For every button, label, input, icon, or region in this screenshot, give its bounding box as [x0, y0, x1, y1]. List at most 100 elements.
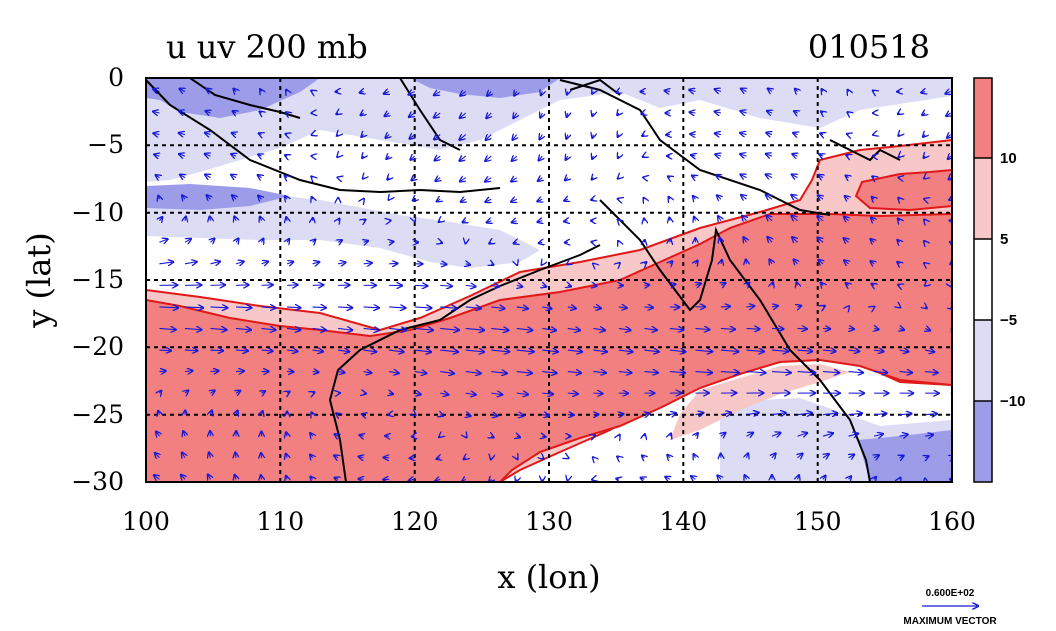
wind-vector — [285, 155, 287, 156]
x-axis-label: x (lon) — [497, 558, 600, 596]
wind-vector — [210, 350, 223, 351]
wind-vector — [567, 350, 582, 352]
wind-vector — [817, 238, 823, 243]
wind-vector — [823, 476, 825, 480]
wind-vector — [258, 154, 261, 156]
wind-vector — [720, 328, 735, 329]
wind-vector — [670, 434, 671, 437]
wind-vector — [848, 90, 849, 92]
wind-vector — [440, 307, 456, 308]
wind-vector — [592, 135, 593, 138]
plot-frame — [145, 77, 953, 483]
wind-vector — [154, 475, 159, 479]
wind-vector — [338, 350, 349, 352]
wind-vector — [618, 372, 632, 373]
wind-vector — [822, 413, 837, 415]
wind-vector — [819, 154, 823, 156]
wind-vector — [312, 307, 326, 308]
wind-vector — [766, 174, 773, 177]
wind-vector — [695, 328, 709, 329]
wind-vector — [618, 135, 619, 137]
wind-vector — [363, 372, 372, 373]
wind-vector — [818, 195, 823, 199]
wind-vector — [414, 393, 421, 394]
wind-vector — [459, 135, 467, 140]
wind-vector — [338, 307, 352, 308]
wind-vector — [410, 156, 414, 160]
wind-vector — [491, 328, 508, 330]
wind-vector — [849, 455, 855, 458]
wind-vector — [440, 372, 454, 374]
wind-vector — [337, 156, 338, 157]
wind-vector — [235, 453, 236, 458]
wind-vector — [669, 328, 683, 329]
wind-vector — [925, 372, 937, 373]
wind-vector — [287, 285, 297, 286]
wind-vector — [817, 216, 823, 221]
wind-vector — [670, 284, 675, 285]
wind-vector — [564, 199, 567, 201]
wind-vector — [511, 178, 517, 182]
wind-vector — [924, 156, 926, 158]
wind-vector — [511, 199, 517, 202]
wind-vector — [925, 307, 927, 308]
wind-vector — [491, 307, 504, 309]
wind-vector — [567, 328, 580, 330]
wind-vector — [434, 113, 441, 118]
wind-vector — [924, 178, 925, 179]
wind-vector — [205, 175, 210, 178]
wind-vector — [487, 221, 491, 223]
wind-vector — [465, 307, 481, 308]
wind-vector — [847, 134, 849, 135]
wind-vector — [794, 259, 798, 263]
wind-vector — [618, 220, 619, 221]
colorbar-swatch — [974, 158, 992, 239]
wind-vector — [848, 372, 863, 373]
wind-vector — [359, 479, 364, 480]
wind-vector — [485, 156, 492, 161]
wind-vector — [465, 328, 484, 330]
wind-vector — [797, 350, 813, 351]
wind-vector — [158, 196, 159, 199]
wind-vector — [871, 218, 874, 221]
wind-vector — [665, 477, 669, 479]
wind-vector — [466, 436, 467, 437]
wind-vector — [387, 178, 389, 180]
wind-vector — [286, 90, 287, 92]
wind-vector — [440, 264, 446, 265]
wind-vector — [690, 112, 696, 113]
wind-vector — [642, 456, 644, 458]
wind-vector — [871, 261, 875, 264]
wind-vector — [516, 372, 532, 374]
wind-vector — [159, 307, 178, 308]
wind-vector — [618, 178, 619, 179]
wind-vector — [691, 155, 695, 156]
wind-vector — [644, 413, 649, 414]
wind-vector — [798, 475, 799, 479]
wind-vector — [153, 133, 160, 134]
wind-vector — [491, 372, 507, 374]
wind-vector — [209, 452, 211, 457]
wind-vector — [206, 89, 210, 92]
wind-vector — [542, 328, 556, 330]
wind-vector — [364, 220, 366, 221]
colorbar-level-label: −10 — [1000, 393, 1025, 410]
wind-vector — [746, 328, 759, 329]
wind-vector — [718, 216, 721, 221]
colorbar: 10 5 −5 −10 — [973, 77, 1025, 483]
wind-vector — [159, 371, 165, 372]
wind-vector — [694, 217, 695, 221]
wind-vector — [312, 372, 319, 373]
x-tick-label: 150 — [794, 507, 842, 536]
plot-area — [146, 78, 952, 482]
wind-vector — [386, 156, 389, 159]
wind-vector — [921, 91, 925, 92]
wind-vector — [848, 350, 860, 351]
easterly-region-west — [146, 190, 540, 268]
wind-vector — [181, 475, 185, 480]
wind-vector — [720, 413, 731, 415]
wind-vector — [364, 241, 368, 242]
wind-vector — [262, 411, 263, 415]
wind-vector — [593, 436, 595, 437]
weak-westerly-gap — [670, 364, 850, 440]
